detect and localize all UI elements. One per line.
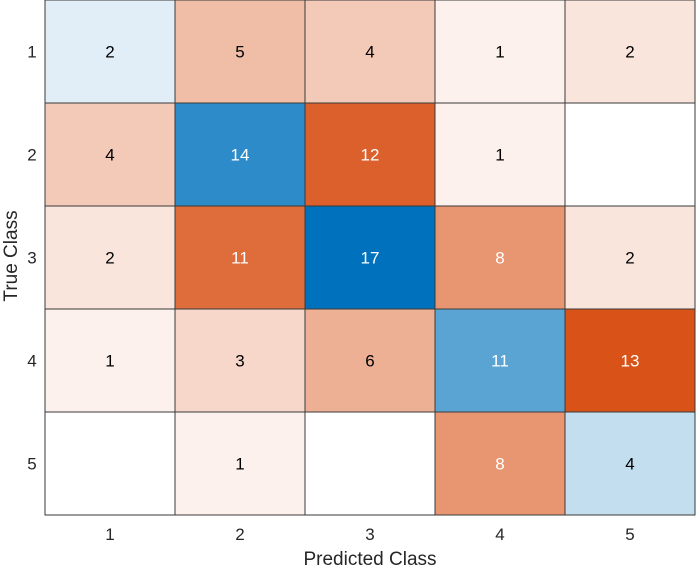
y-tick-label: 2: [27, 146, 36, 165]
matrix-cell-r5-c1: [44, 411, 176, 516]
y-tick-label: 1: [27, 43, 36, 62]
matrix-cell-r1-c4: [434, 0, 566, 104]
x-tick-labels: 1 2 3 4 5: [105, 525, 634, 544]
y-axis-label: True Class: [1, 210, 22, 301]
matrix-cell-r3-c5: [564, 205, 696, 310]
matrix-cell-r4-c3: [304, 308, 436, 413]
matrix-cell-r5-c3: [304, 411, 436, 516]
matrix-cell-value: 8: [495, 249, 504, 268]
y-tick-label: 5: [27, 455, 36, 474]
x-tick-label: 1: [105, 525, 114, 544]
matrix-cell-r1-c1: [44, 0, 176, 104]
matrix-cell-value: 2: [625, 249, 634, 268]
matrix-cell-value: 14: [231, 146, 250, 165]
y-tick-label: 4: [27, 352, 36, 371]
matrix-cell-r4-c5: [564, 308, 696, 413]
matrix-cell-r2-c3: [304, 102, 436, 207]
matrix-cell-r4-c1: [44, 308, 176, 413]
matrix-cell-r5-c2: [174, 411, 306, 516]
matrix-cell-value: 1: [235, 455, 244, 474]
matrix-cell-r5-c5: [564, 411, 696, 516]
matrix-cell-value: 2: [105, 249, 114, 268]
x-tick-label: 3: [365, 525, 374, 544]
matrix-cell-value: 12: [361, 146, 380, 165]
y-tick-label: 3: [27, 249, 36, 268]
matrix-cell-r2-c2: [174, 102, 306, 207]
matrix-cell-value: 11: [231, 249, 249, 268]
matrix-cell-r3-c1: [44, 205, 176, 310]
matrix-cell-r2-c4: [434, 102, 566, 207]
matrix-cell-r5-c4: [434, 411, 566, 516]
matrix-cell-r4-c4: [434, 308, 566, 413]
matrix-cell-value: 6: [365, 352, 374, 371]
matrix-cell-r1-c2: [174, 0, 306, 104]
matrix-cell-value: 1: [495, 146, 504, 165]
matrix-cell-value: 2: [105, 43, 114, 62]
x-axis-label: Predicted Class: [303, 549, 436, 567]
matrix-cell-r1-c3: [304, 0, 436, 104]
matrix-cell-r1-c5: [564, 0, 696, 104]
matrix-cell-value: 13: [621, 352, 640, 371]
matrix-cell-value: 11: [491, 352, 509, 371]
matrix-cell-value: 4: [365, 43, 374, 62]
matrix-cell-value: 2: [625, 43, 634, 62]
x-tick-label: 2: [235, 525, 244, 544]
matrix-cell-value: 17: [361, 249, 380, 268]
matrix-cell-value: 1: [105, 352, 114, 371]
matrix-cell-r3-c4: [434, 205, 566, 310]
matrix-cells: 2 5 4 1 24 14 12 12 11 17 8 21 3 6 11 131 8 4: [44, 0, 696, 516]
y-tick-labels: 1 2 3 4 5: [27, 43, 36, 474]
matrix-cell-r3-c3: [304, 205, 436, 310]
matrix-cell-value: 3: [235, 352, 244, 371]
matrix-cell-value: 4: [105, 146, 114, 165]
matrix-cell-r3-c2: [174, 205, 306, 310]
matrix-cell-r4-c2: [174, 308, 306, 413]
matrix-cell-r2-c1: [44, 102, 176, 207]
matrix-cell-r2-c5: [564, 102, 696, 207]
x-tick-label: 5: [625, 525, 634, 544]
x-tick-label: 4: [495, 525, 504, 544]
matrix-cell-value: 1: [495, 43, 504, 62]
matrix-cell-value: 8: [495, 455, 504, 474]
matrix-cell-value: 4: [625, 455, 634, 474]
matrix-cell-value: 5: [235, 43, 244, 62]
